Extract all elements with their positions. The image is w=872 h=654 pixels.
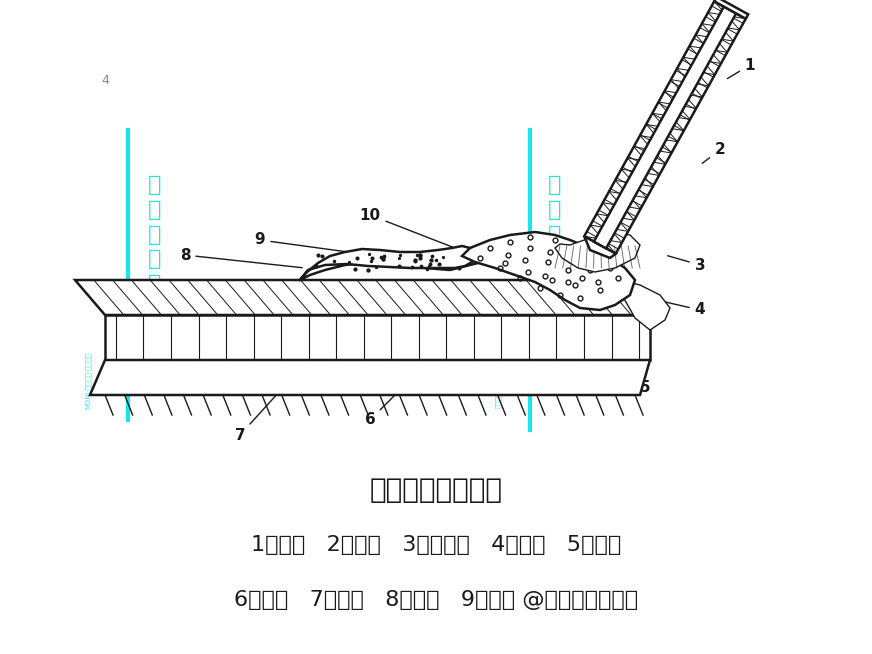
Text: 6: 6 <box>364 372 418 428</box>
Text: 6－母材   7－焊缝   8－渣壳   9－熔渣 @墨子市政焊造师: 6－母材 7－焊缝 8－渣壳 9－熔渣 @墨子市政焊造师 <box>234 590 638 610</box>
Text: MONI·墨子出品·必居精品: MONI·墨子出品·必居精品 <box>85 351 92 409</box>
Text: 墨
子
市
政
建
造
师: 墨 子 市 政 建 造 师 <box>148 175 161 344</box>
Text: 10: 10 <box>359 207 458 249</box>
Text: 7: 7 <box>235 382 288 443</box>
Polygon shape <box>584 1 746 254</box>
Polygon shape <box>462 232 635 310</box>
Text: 8: 8 <box>180 247 303 267</box>
Polygon shape <box>620 280 670 330</box>
Polygon shape <box>105 315 650 360</box>
Text: 5: 5 <box>627 362 651 396</box>
Polygon shape <box>584 236 616 258</box>
Polygon shape <box>594 7 736 249</box>
Text: 3: 3 <box>668 256 705 273</box>
Text: 9: 9 <box>255 233 367 254</box>
Text: 焊条电弧焊的过程: 焊条电弧焊的过程 <box>370 476 502 504</box>
Text: 1－药皮   2－焊芯   3－保护气   4－电弧   5－熔池: 1－药皮 2－焊芯 3－保护气 4－电弧 5－熔池 <box>251 535 621 555</box>
Polygon shape <box>555 232 640 272</box>
Polygon shape <box>300 246 475 280</box>
Polygon shape <box>714 0 748 19</box>
Text: 1: 1 <box>727 58 755 78</box>
Text: 墨
子
市
政
建
造
师: 墨 子 市 政 建 造 师 <box>548 175 562 344</box>
Text: 墨子出品·必居精品: 墨子出品·必居精品 <box>495 372 501 408</box>
Polygon shape <box>75 280 650 315</box>
Polygon shape <box>90 360 650 395</box>
Text: 4: 4 <box>651 299 705 317</box>
Text: 4: 4 <box>101 73 109 86</box>
Text: 2: 2 <box>702 143 726 164</box>
